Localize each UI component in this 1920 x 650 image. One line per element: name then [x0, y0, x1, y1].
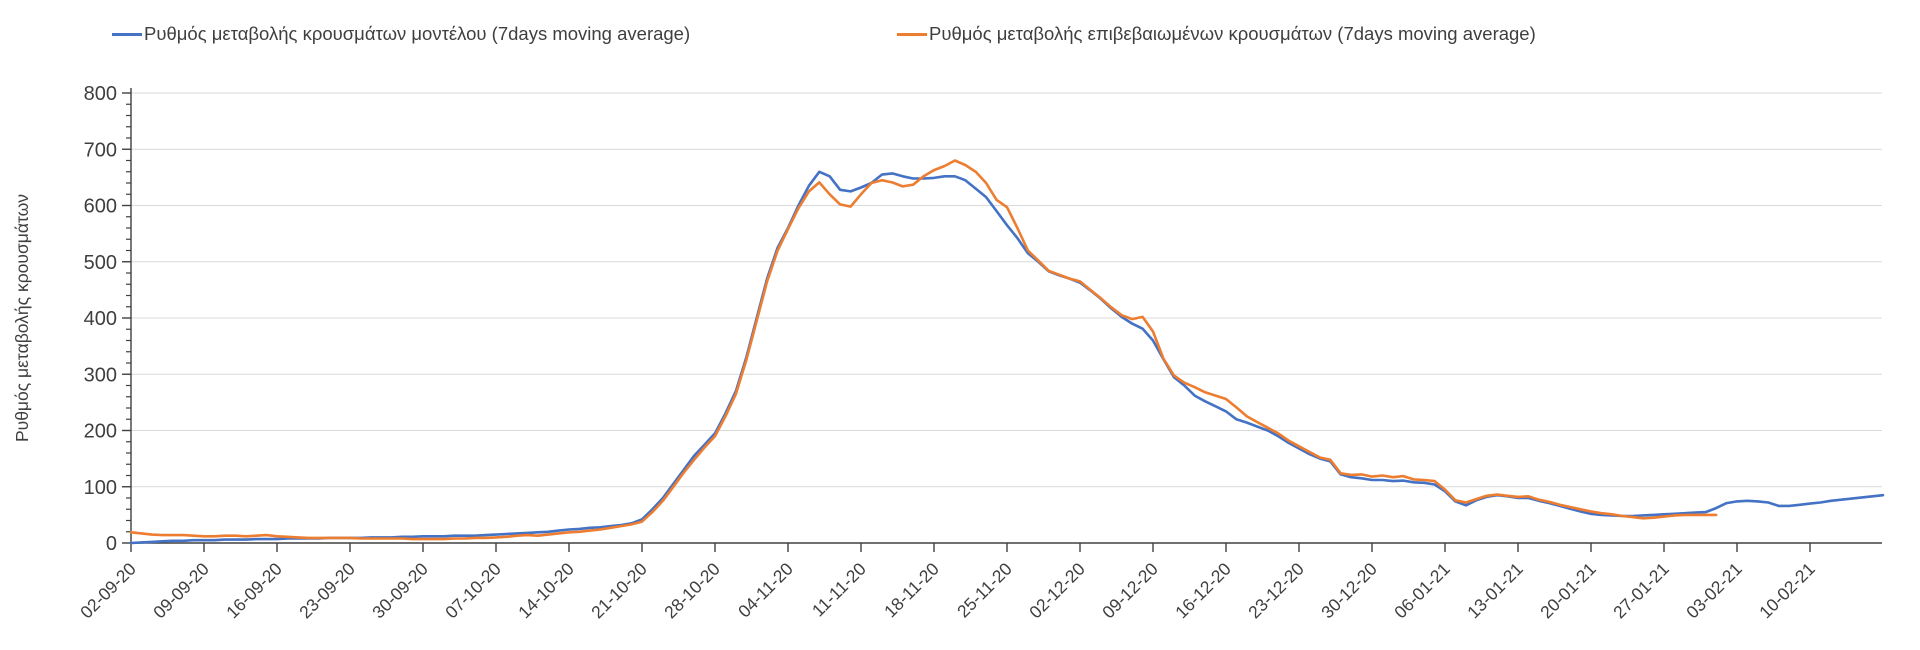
y-tick-label: 500 [84, 252, 117, 274]
x-tick-label: 23-12-20 [1244, 559, 1308, 623]
chart-legend: Ρυθμός μεταβολής κρουσμάτων μοντέλου (7d… [0, 0, 1920, 60]
y-tick-label: 400 [84, 308, 117, 330]
legend-label-confirmed: Ρυθμός μεταβολής επιβεβαιωμένων κρουσμάτ… [929, 23, 1536, 44]
x-tick-label: 03-02-21 [1682, 559, 1746, 623]
x-tick-label: 09-09-20 [149, 559, 213, 623]
y-tick-label: 0 [106, 533, 117, 555]
x-tick-label: 02-12-20 [1025, 559, 1089, 623]
y-tick-label: 300 [84, 364, 117, 386]
x-tick-label: 21-10-20 [587, 559, 651, 623]
x-tick-label: 30-09-20 [368, 559, 432, 623]
x-tick-label: 20-01-21 [1536, 559, 1600, 623]
x-tick-label: 27-01-21 [1609, 559, 1673, 623]
legend-line-marker-model [112, 32, 142, 36]
legend-item-confirmed: Ρυθμός μεταβολής επιβεβαιωμένων κρουσμάτ… [897, 22, 1536, 46]
x-tick-label: 16-09-20 [222, 559, 286, 623]
x-tick-label: 13-01-21 [1463, 559, 1527, 623]
x-tick-label: 28-10-20 [660, 559, 724, 623]
x-tick-label: 10-02-21 [1755, 559, 1819, 623]
x-tick-label: 25-11-20 [953, 559, 1016, 622]
x-tick-label: 11-11-20 [808, 559, 870, 621]
legend-line-marker-confirmed [897, 32, 927, 36]
x-tick-label: 23-09-20 [295, 559, 359, 623]
x-tick-label: 06-01-21 [1390, 559, 1454, 623]
x-tick-label: 04-11-20 [734, 559, 797, 622]
legend-item-model: Ρυθμός μεταβολής κρουσμάτων μοντέλου (7d… [112, 22, 690, 46]
x-tick-label: 16-12-20 [1171, 559, 1235, 623]
x-tick-label: 02-09-20 [76, 559, 140, 623]
legend-label-model: Ρυθμός μεταβολής κρουσμάτων μοντέλου (7d… [144, 23, 691, 44]
x-tick-label: 30-12-20 [1317, 559, 1381, 623]
y-tick-label: 200 [84, 421, 117, 443]
x-tick-label: 14-10-20 [514, 559, 578, 623]
x-tick-label: 07-10-20 [441, 559, 505, 623]
y-tick-label: 600 [84, 196, 117, 218]
y-tick-label: 800 [84, 83, 117, 105]
y-tick-label: 700 [84, 139, 117, 161]
series-line-model [129, 170, 1885, 545]
y-tick-label: 100 [84, 477, 117, 499]
x-tick-label: 09-12-20 [1098, 559, 1162, 623]
x-tick-label: 18-11-20 [880, 559, 943, 622]
series-line-confirmed [129, 159, 1718, 541]
